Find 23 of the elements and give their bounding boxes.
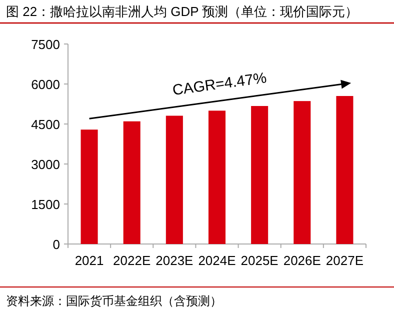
annotation: CAGR=4.47% [172,70,268,100]
bar [208,110,226,244]
y-tick-label: 1500 [31,197,60,212]
x-tick-label: 2023E [156,253,194,268]
y-tick-label: 0 [52,237,60,252]
bar [251,106,268,244]
bar [294,101,311,244]
y-tick-label: 3000 [31,157,60,172]
x-tick-label: 2027E [326,253,364,268]
bar [123,121,140,244]
x-tick-label: 2024E [198,253,236,268]
bar [336,96,354,244]
y-tick-label: 7500 [31,37,60,52]
chart-title: 图 22：撒哈拉以南非洲人均 GDP 预测（单位：现价国际元） [6,4,358,19]
x-tick-label: 2026E [283,253,322,268]
x-tick-label: 2021 [74,253,104,268]
bar [80,130,98,244]
text: 资料来源：国际货币基金组织（含预测） [6,294,222,308]
y-tick-label: 6000 [31,77,60,92]
x-tick-label: 2022E [113,253,151,268]
bar [166,116,183,244]
y-tick-label: 4500 [31,117,60,132]
x-tick-label: 2025E [240,253,279,268]
